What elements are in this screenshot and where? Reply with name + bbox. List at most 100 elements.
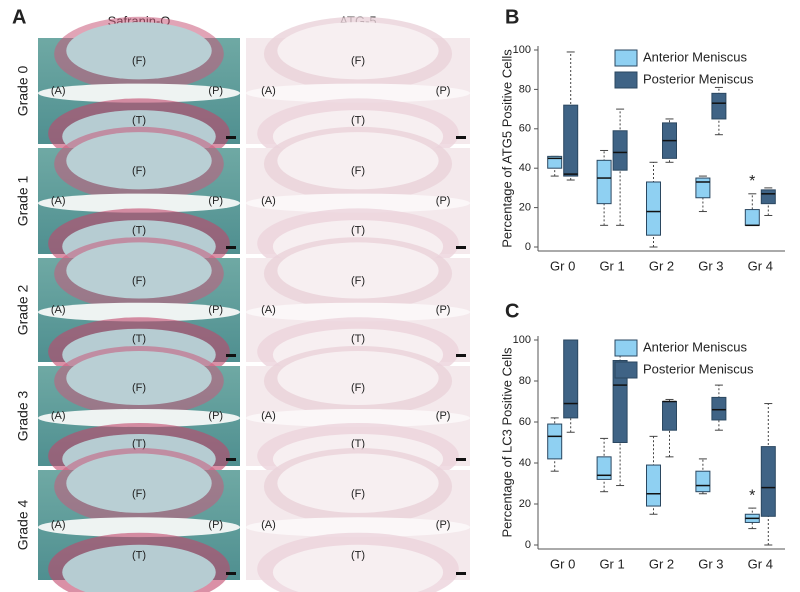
region-label: (A) (261, 195, 276, 207)
y-tick-label: 20 (519, 202, 531, 214)
y-axis-label: Percentage of ATG5 Positive Cells (499, 49, 514, 248)
femur-core (277, 242, 439, 299)
scale-bar (226, 136, 236, 139)
legend-swatch (614, 361, 638, 379)
panel-label: B (505, 6, 519, 28)
legend-label: Anterior Meniscus (643, 49, 748, 64)
joint-space (38, 83, 240, 103)
legend-label: Anterior Meniscus (643, 339, 748, 354)
y-tick-label: 20 (519, 498, 531, 510)
femur-core (66, 453, 212, 513)
region-label: (P) (208, 195, 223, 207)
box (711, 396, 727, 421)
femur-core (66, 351, 212, 405)
box (646, 181, 661, 236)
joint-space (38, 409, 240, 427)
y-tick-label: 40 (519, 162, 531, 174)
region-label: (F) (132, 382, 146, 394)
annotation: * (749, 173, 755, 190)
region-label: (T) (132, 550, 146, 562)
scale-bar (456, 458, 466, 461)
box (760, 446, 776, 517)
region-label: (A) (51, 85, 66, 97)
box (547, 155, 563, 169)
joint-space (246, 517, 470, 538)
x-tick-label: Gr 2 (649, 556, 674, 571)
row-label: Grade 1 (15, 175, 31, 226)
region-label: (P) (208, 304, 223, 316)
region-label: (P) (208, 410, 223, 422)
femur-core (66, 132, 212, 190)
y-tick-label: 0 (525, 241, 531, 253)
x-tick-label: Gr 4 (748, 556, 773, 571)
box (646, 464, 661, 507)
femur-core (277, 22, 439, 80)
box (695, 177, 711, 199)
region-label: (A) (51, 410, 66, 422)
region-label: (A) (261, 304, 276, 316)
x-tick-label: Gr 0 (550, 556, 575, 571)
tibia-core (62, 544, 216, 592)
box (711, 92, 727, 120)
row-label: Grade 4 (15, 499, 31, 550)
scale-bar (226, 458, 236, 461)
scale-bar (226, 572, 236, 575)
y-tick-label: 80 (519, 83, 531, 95)
joint-space (38, 517, 240, 538)
box (662, 401, 677, 431)
box (760, 189, 776, 205)
region-label: (T) (132, 225, 146, 237)
region-label: (F) (132, 55, 146, 67)
region-label: (P) (436, 195, 451, 207)
box (612, 360, 628, 443)
region-label: (A) (51, 519, 66, 531)
scale-bar (456, 572, 466, 575)
panel-label: C (505, 300, 519, 322)
scale-bar (226, 354, 236, 357)
region-label: (A) (51, 195, 66, 207)
x-tick-label: Gr 3 (698, 258, 723, 273)
row-label: Grade 0 (15, 65, 31, 116)
joint-space (38, 302, 240, 322)
scale-bar (456, 354, 466, 357)
legend-label: Posterior Meniscus (643, 71, 754, 86)
x-tick-label: Gr 1 (599, 556, 624, 571)
y-tick-label: 80 (519, 375, 531, 387)
scale-bar (226, 246, 236, 249)
region-label: (P) (436, 304, 451, 316)
x-tick-label: Gr 2 (649, 258, 674, 273)
box (596, 456, 612, 480)
region-label: (T) (132, 115, 146, 127)
y-tick-label: 0 (525, 539, 531, 551)
region-label: (A) (261, 410, 276, 422)
femur-core (277, 351, 439, 405)
region-label: (T) (132, 438, 146, 450)
region-label: (F) (351, 275, 365, 287)
x-tick-label: Gr 1 (599, 258, 624, 273)
joint-space (246, 83, 470, 103)
region-label: (F) (132, 275, 146, 287)
femur-core (66, 22, 212, 80)
box (563, 104, 579, 177)
y-axis-label: Percentage of LC3 Positive Cells (499, 347, 514, 538)
region-label: (A) (51, 304, 66, 316)
box (695, 470, 711, 493)
joint-space (246, 193, 470, 213)
legend-swatch (614, 71, 638, 89)
region-label: (T) (351, 225, 365, 237)
joint-space (38, 193, 240, 213)
y-tick-label: 100 (513, 44, 531, 56)
region-label: (P) (208, 85, 223, 97)
joint-space (246, 409, 470, 427)
femur-core (277, 453, 439, 513)
box (612, 130, 628, 171)
y-tick-label: 40 (519, 457, 531, 469)
region-label: (F) (351, 488, 365, 500)
region-label: (P) (436, 519, 451, 531)
region-label: (T) (351, 550, 365, 562)
region-label: (T) (351, 333, 365, 345)
legend-swatch (614, 49, 638, 67)
row-label: Grade 2 (15, 284, 31, 335)
x-tick-label: Gr 0 (550, 258, 575, 273)
